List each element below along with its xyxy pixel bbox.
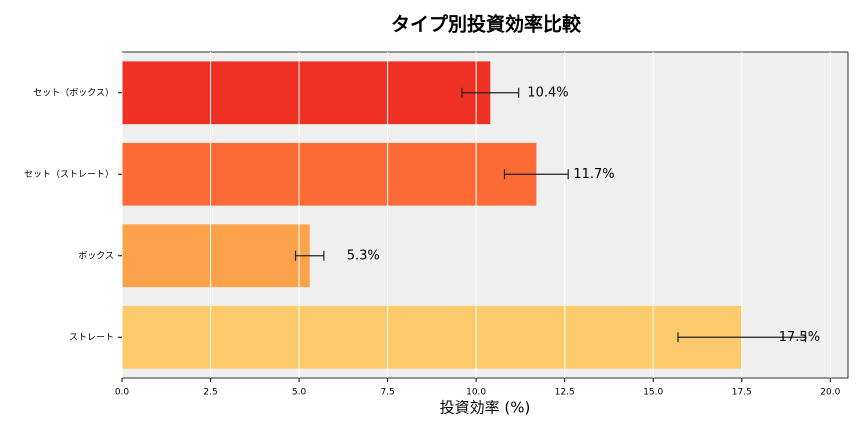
bar xyxy=(122,61,491,125)
bar xyxy=(122,224,310,288)
y-tick-label: セット（ストレート） xyxy=(24,169,114,180)
bar xyxy=(122,305,742,369)
x-tick-label: 10.0 xyxy=(466,388,486,398)
x-tick-label: 17.5 xyxy=(732,388,752,398)
x-tick-label: 12.5 xyxy=(555,388,575,398)
x-tick-label: 0.0 xyxy=(115,388,130,398)
x-tick-label: 15.0 xyxy=(643,388,663,398)
value-label: 10.4% xyxy=(527,85,568,100)
x-tick-label: 5.0 xyxy=(292,388,307,398)
value-label: 5.3% xyxy=(347,248,380,263)
chart-title: タイプ別投資効率比較 xyxy=(391,13,582,36)
x-tick-label: 20.0 xyxy=(820,388,840,398)
x-axis-label: 投資効率 (%) xyxy=(440,399,531,417)
y-tick-label: ボックス xyxy=(78,250,114,261)
value-label: 17.5% xyxy=(779,330,820,345)
x-tick-label: 7.5 xyxy=(380,388,394,398)
y-tick-label: ストレート xyxy=(69,333,114,343)
bar xyxy=(122,142,537,206)
value-label: 11.7% xyxy=(573,167,614,182)
x-tick-label: 2.5 xyxy=(203,388,217,398)
y-tick-label: セット（ボックス） xyxy=(33,87,114,98)
